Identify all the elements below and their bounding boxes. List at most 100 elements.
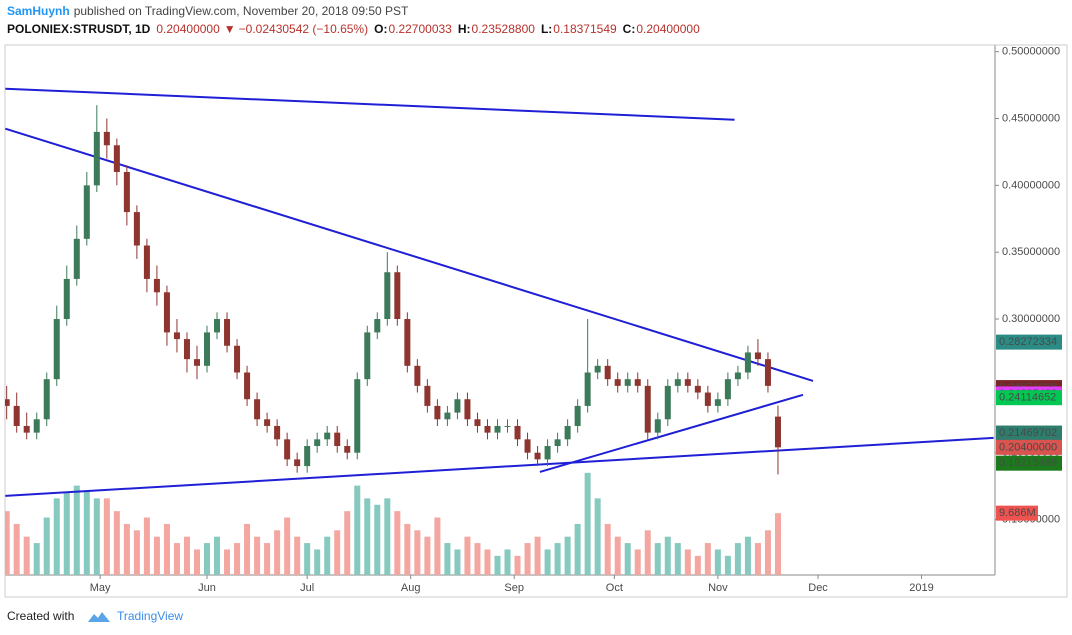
header-text: published on TradingView.com, November 2… bbox=[74, 4, 409, 18]
candle-body bbox=[664, 385, 671, 420]
volume-bar bbox=[214, 536, 221, 575]
volume-bar bbox=[204, 543, 211, 575]
volume-bar bbox=[534, 536, 541, 575]
volume-bar bbox=[173, 543, 180, 575]
x-tick-label: Jun bbox=[198, 582, 216, 594]
y-tick-label: 0.30000000 bbox=[1002, 313, 1060, 325]
volume-bar bbox=[234, 543, 241, 575]
candle-body bbox=[73, 238, 80, 279]
candle-body bbox=[284, 439, 291, 460]
volume-bar bbox=[584, 472, 591, 575]
candle-body bbox=[634, 379, 641, 386]
volume-bar bbox=[384, 498, 391, 575]
candle-body bbox=[764, 359, 771, 386]
candle-body bbox=[254, 399, 261, 420]
price-label-bg bbox=[996, 439, 1062, 455]
candle-body bbox=[324, 432, 331, 440]
candle-body bbox=[484, 425, 491, 433]
candle-body bbox=[404, 319, 411, 366]
header-text: 0.22700033 bbox=[388, 22, 452, 36]
volume-bar bbox=[524, 543, 531, 575]
candle-body bbox=[614, 379, 621, 386]
volume-bar bbox=[13, 523, 20, 575]
candle-body bbox=[714, 399, 721, 406]
price-label-bg bbox=[996, 425, 1062, 441]
volume-bar bbox=[344, 511, 351, 575]
volume-bar bbox=[324, 536, 331, 575]
volume-bar bbox=[654, 543, 661, 575]
volume-bar bbox=[193, 549, 200, 575]
volume-bar bbox=[83, 491, 90, 575]
volume-bar bbox=[674, 543, 681, 575]
volume-bar bbox=[314, 549, 321, 575]
volume-bar bbox=[123, 523, 130, 575]
candle-body bbox=[33, 419, 40, 433]
volume-bar bbox=[334, 530, 341, 575]
volume-bar bbox=[714, 549, 721, 575]
price-label: 0.20400000 bbox=[999, 441, 1057, 453]
volume-bar bbox=[5, 511, 10, 575]
volume-bar bbox=[274, 530, 281, 575]
volume-bar bbox=[514, 555, 521, 575]
frame bbox=[4, 44, 1068, 598]
volume-bar bbox=[644, 530, 651, 575]
volume-bar bbox=[143, 517, 150, 575]
volume-bar bbox=[153, 536, 160, 575]
price-label: 0.28272334 bbox=[999, 336, 1057, 348]
candle-body bbox=[234, 345, 241, 373]
candle-body bbox=[294, 459, 301, 467]
volume-bar bbox=[684, 549, 691, 575]
candle-body bbox=[504, 425, 511, 427]
header-text: 0.18371549 bbox=[553, 22, 617, 36]
x-tick-label: Jul bbox=[300, 582, 314, 594]
candle-body bbox=[444, 412, 451, 420]
candle-body bbox=[304, 446, 311, 467]
volume-bar bbox=[504, 549, 511, 575]
volume-bar bbox=[354, 485, 361, 575]
candle-body bbox=[374, 319, 381, 333]
candle-body bbox=[554, 439, 561, 447]
candle-body bbox=[464, 399, 471, 420]
candle-body bbox=[774, 416, 781, 448]
header-line: SamHuynh published on TradingView.com, No… bbox=[7, 4, 409, 18]
candle-body bbox=[414, 365, 421, 386]
volume-bar bbox=[704, 543, 711, 575]
candle-body bbox=[53, 319, 60, 380]
volume-bar bbox=[264, 543, 271, 575]
candle-body bbox=[334, 432, 341, 447]
candle-body bbox=[244, 372, 251, 400]
price-label: 0.21469702 bbox=[999, 427, 1057, 439]
header-text: 0.23528800 bbox=[472, 22, 536, 36]
volume-bar bbox=[574, 523, 581, 575]
volume-bar bbox=[474, 543, 481, 575]
trend-line bbox=[539, 393, 804, 473]
candle-body bbox=[143, 245, 150, 279]
candle-body bbox=[754, 352, 761, 360]
volume-bar bbox=[394, 511, 401, 575]
volume-bar bbox=[624, 543, 631, 575]
candle-body bbox=[584, 372, 591, 406]
candle-body bbox=[494, 425, 501, 433]
candle-body bbox=[344, 446, 351, 453]
candle-body bbox=[524, 439, 531, 453]
volume-bar bbox=[694, 555, 701, 575]
candle-body bbox=[624, 379, 631, 386]
volume-bar bbox=[664, 536, 671, 575]
header-text: C: bbox=[623, 22, 636, 36]
volume-label-bg bbox=[996, 505, 1038, 521]
candle-body bbox=[173, 332, 180, 340]
candle-body bbox=[103, 131, 110, 146]
header-text: −0.02430542 (−10.65%) bbox=[239, 22, 368, 36]
candle-body bbox=[744, 352, 751, 373]
volume-bar bbox=[224, 549, 231, 575]
candle-body bbox=[544, 446, 551, 460]
volume-bar bbox=[544, 549, 551, 575]
header-text: O: bbox=[374, 22, 387, 36]
candle-body bbox=[674, 379, 681, 386]
x-tick-label: Sep bbox=[504, 582, 524, 594]
volume-bar bbox=[604, 523, 611, 575]
y-tick-label: 0.45000000 bbox=[1002, 112, 1060, 124]
candle-body bbox=[684, 379, 691, 386]
volume-bar bbox=[244, 523, 251, 575]
